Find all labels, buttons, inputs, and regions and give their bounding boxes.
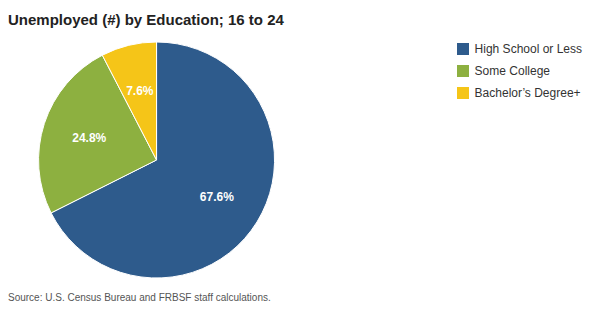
html-text:Bachelor’s Degree+: Bachelor’s Degree+ [474, 86, 581, 100]
svg-text:24.8%: 24.8% [72, 131, 106, 145]
html-text:Unemployed (#) by Education; 1: Unemployed (#) by Education; 16 to 24 [8, 11, 284, 28]
svg-text:67.6%: 67.6% [200, 190, 234, 204]
html-text:Some College: Some College [474, 64, 550, 78]
svg-text:7.6%: 7.6% [126, 84, 154, 98]
html-text:High School or Less: High School or Less [474, 42, 582, 56]
html-text:Source: U.S. Census Bureau and: Source: U.S. Census Bureau and FRBSF sta… [8, 292, 271, 303]
